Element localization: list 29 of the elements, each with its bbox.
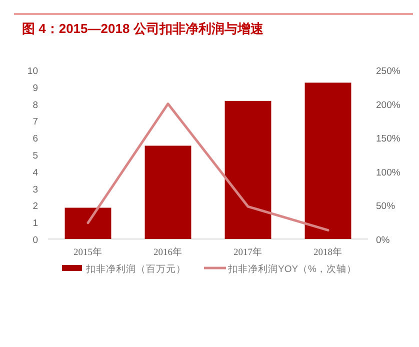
- y-tick-label: 7: [32, 116, 38, 128]
- y-tick-label: 9: [32, 82, 38, 94]
- x-tick-label: 2017年: [234, 246, 262, 258]
- x-tick-label: 2015年: [74, 246, 102, 258]
- legend-label: 扣非净利润（百万元）: [85, 263, 186, 275]
- bar: [304, 82, 352, 239]
- bar: [224, 100, 272, 239]
- y-tick-label: 10: [27, 66, 38, 77]
- y-tick-label: 4: [32, 167, 38, 178]
- y2-tick-label: 0%: [376, 235, 390, 246]
- y2-tick-label: 200%: [376, 100, 401, 111]
- legend-label: 扣非净利润YOY（%，次轴）: [227, 263, 357, 275]
- y-tick-label: 3: [32, 184, 38, 196]
- y-tick-label: 1: [32, 218, 38, 230]
- x-tick-label: 2016年: [154, 246, 182, 258]
- y2-tick-label: 150%: [376, 134, 401, 145]
- y2-tick-label: 100%: [376, 167, 401, 178]
- line-series: [86, 102, 330, 232]
- x-tick-label: 2018年: [314, 246, 342, 258]
- y2-tick-label: 50%: [376, 201, 396, 212]
- y2-tick-label: 250%: [376, 66, 401, 77]
- chart-title: 图 4：2015—2018 公司扣非净利润与增速: [22, 21, 264, 36]
- y-tick-label: 5: [32, 150, 38, 162]
- y-tick-label: 6: [32, 134, 38, 145]
- bar: [64, 208, 112, 239]
- y-tick-label: 2: [32, 201, 38, 212]
- y-tick-label: 0: [32, 235, 38, 246]
- y-tick-label: 8: [32, 100, 38, 111]
- bar: [144, 146, 192, 239]
